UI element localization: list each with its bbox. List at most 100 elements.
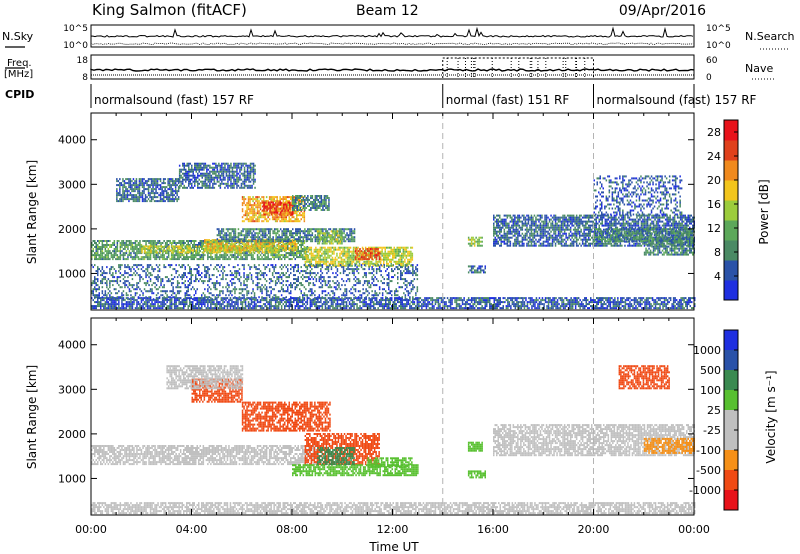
echo-cell <box>264 254 266 257</box>
echo-cell <box>230 180 232 183</box>
echo-cell <box>514 240 516 243</box>
echo-cell <box>258 251 261 254</box>
echo-cell <box>341 232 343 235</box>
echo-cell <box>164 244 167 246</box>
echo-cell <box>296 218 298 221</box>
echo-cell <box>386 246 388 249</box>
echo-cell <box>352 232 354 235</box>
echo-cell <box>291 216 293 219</box>
echo-cell <box>563 238 566 241</box>
echo-cell <box>357 254 360 257</box>
echo-cell <box>467 271 470 274</box>
echo-cell <box>393 250 395 253</box>
echo-cell <box>100 258 102 261</box>
echo-cell <box>526 238 528 241</box>
echo-cell <box>292 205 294 208</box>
echo-cell <box>529 224 531 227</box>
echo-cell <box>336 264 338 267</box>
echo-cell <box>542 244 545 247</box>
echo-cell <box>307 238 309 241</box>
echo-cell <box>135 186 138 189</box>
echo-cell <box>261 216 263 219</box>
echo-cell <box>407 252 409 255</box>
echo-cell <box>401 260 403 263</box>
echo-cell <box>267 212 269 215</box>
echo-cell <box>557 220 560 223</box>
echo-cell <box>235 249 238 252</box>
echo-cell <box>320 201 323 203</box>
echo-cell <box>264 249 266 252</box>
echo-cell <box>473 269 476 272</box>
echo-cell <box>295 207 297 209</box>
echo-cell <box>255 228 258 231</box>
echo-cell <box>272 251 274 254</box>
echo-cell <box>209 251 211 254</box>
echo-cell <box>203 166 205 169</box>
echo-cell <box>131 248 134 250</box>
echo-cell <box>282 243 284 246</box>
echo-cell <box>141 178 144 181</box>
echo-cell <box>251 238 253 241</box>
echo-cell <box>287 201 289 204</box>
echo-cell <box>499 232 501 235</box>
echo-cell <box>258 243 260 246</box>
echo-cell <box>553 226 555 229</box>
echo-cell <box>279 216 281 219</box>
echo-cell <box>263 232 265 235</box>
echo-cell <box>229 247 232 250</box>
echo-cell <box>284 243 286 246</box>
echo-cell <box>228 164 231 167</box>
echo-cell <box>225 238 228 241</box>
echo-cell <box>122 198 124 201</box>
echo-cell <box>343 246 346 249</box>
echo-cell <box>285 196 287 199</box>
echo-cell <box>236 182 238 185</box>
echo-cell <box>231 238 234 241</box>
echo-cell <box>104 240 107 242</box>
echo-cell <box>532 240 534 243</box>
echo-cell <box>339 256 341 259</box>
echo-cell <box>560 242 563 245</box>
echo-cell <box>554 230 557 233</box>
echo-cell <box>349 260 352 263</box>
echo-cell <box>125 182 127 185</box>
echo-cell <box>304 232 306 235</box>
echo-cell <box>243 254 245 257</box>
echo-cell <box>246 240 249 243</box>
echo-cell <box>170 254 173 257</box>
echo-cell <box>141 198 144 201</box>
echo-cell <box>274 218 277 221</box>
echo-cell <box>129 194 132 197</box>
echo-cell <box>242 228 244 231</box>
echo-cell <box>129 198 132 201</box>
echo-cell <box>296 230 298 233</box>
echo-cell <box>130 242 132 244</box>
echo-cell <box>544 226 546 229</box>
echo-cell <box>172 254 174 257</box>
echo-cell <box>530 226 533 229</box>
echo-cell <box>246 258 248 261</box>
echo-cell <box>295 232 297 235</box>
echo-cell <box>496 232 498 235</box>
echo-cell <box>123 182 126 185</box>
echo-cell <box>210 251 213 254</box>
echo-cell <box>213 245 215 248</box>
echo-cell <box>248 184 250 187</box>
echo-cell <box>177 186 180 189</box>
echo-cell <box>234 178 237 181</box>
echo-cell <box>264 210 266 213</box>
nave-label: Nave <box>745 62 773 75</box>
echo-cell <box>125 198 127 201</box>
echo-cell <box>200 162 202 165</box>
freq-label: Freq. <box>7 58 32 69</box>
echo-cell <box>240 256 242 259</box>
echo-cell <box>355 258 358 261</box>
echo-cell <box>508 228 510 231</box>
echo-cell <box>224 186 226 189</box>
echo-cell <box>396 252 398 255</box>
echo-cell <box>301 209 303 211</box>
echo-cell <box>375 254 378 257</box>
echo-cell <box>265 245 268 248</box>
echo-cell <box>227 186 229 189</box>
echo-cell <box>323 236 325 239</box>
